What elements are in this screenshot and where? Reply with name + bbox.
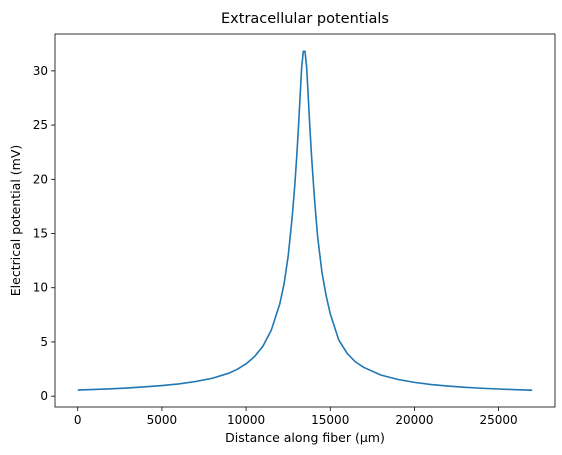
x-tick-label: 0: [74, 413, 82, 427]
x-tick-label: 25000: [480, 413, 518, 427]
x-tick-label: 10000: [227, 413, 265, 427]
y-tick-label: 5: [40, 335, 48, 349]
ticks-layer: 0 5000 10000 15000 20000 25000 0 5 10 15 20 25 30: [33, 64, 518, 427]
x-tick-label: 15000: [311, 413, 349, 427]
series-line: [77, 50, 533, 391]
x-tick-label: 20000: [395, 413, 433, 427]
y-tick-label: 10: [33, 281, 48, 295]
y-tick-label: 30: [33, 64, 48, 78]
x-tick-label: 5000: [147, 413, 178, 427]
line-layer: [77, 50, 533, 391]
chart-title: Extracellular potentials: [221, 11, 389, 27]
y-tick-label: 25: [33, 118, 48, 132]
plot-frame: [54, 33, 556, 408]
y-tick-label: 0: [40, 389, 48, 403]
y-tick-label: 15: [33, 227, 48, 241]
y-axis-label: Electrical potential (mV): [8, 145, 23, 296]
y-tick-label: 20: [33, 172, 48, 186]
x-axis-label: Distance along fiber (μm): [225, 430, 385, 445]
